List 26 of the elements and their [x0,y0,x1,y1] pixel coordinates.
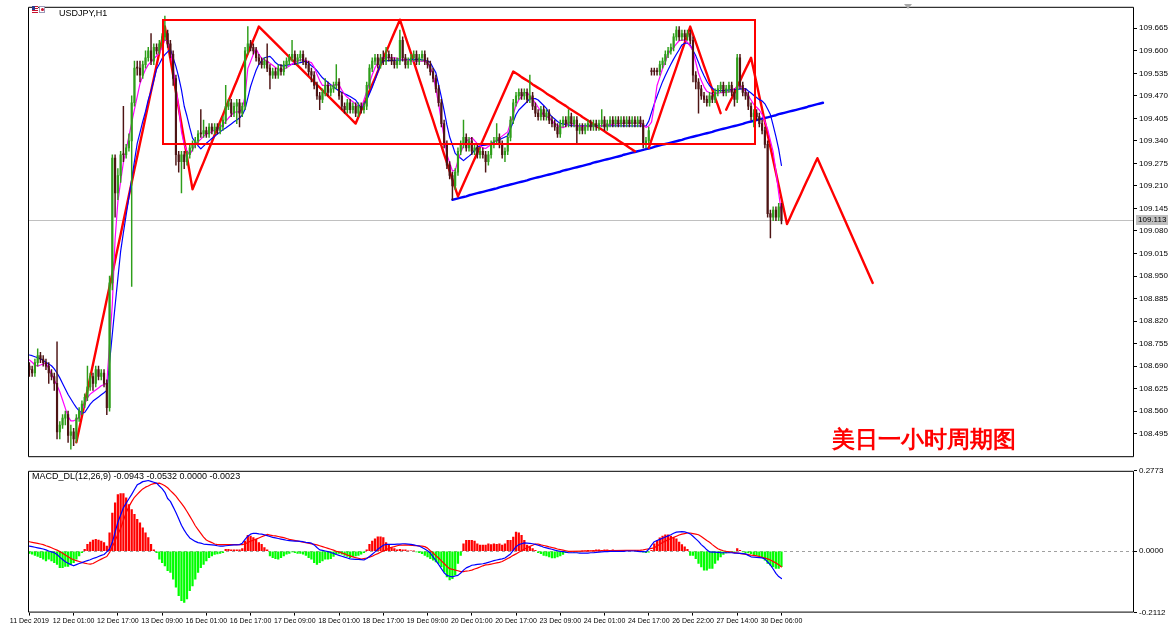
y-tick-label: 109.535 [1139,68,1169,78]
y-tick-label: 109.080 [1139,226,1169,236]
y-tick-label: 109.405 [1139,113,1169,123]
y-tick-label: 108.625 [1139,383,1169,393]
y-tick-label: 109.275 [1139,158,1169,168]
y-tick-label: 109.470 [1139,91,1169,101]
y-tick-label: 109.600 [1139,46,1169,55]
y-tick-label: 109.340 [1139,136,1169,146]
y-tick-label: 109.145 [1139,203,1169,213]
y-tick-label: 108.950 [1139,271,1169,281]
ref-line-label: 109.113 [1138,214,1167,224]
y-tick-label: -0.2112 [1139,607,1167,617]
y-tick-label: 0.0000 [1139,546,1165,556]
chart-title: USDJPY,H1 [59,8,108,19]
y-tick-label: 0.2773 [1139,466,1165,475]
chart-title: MACD_DL(12,26,9) -0.0943 -0.0532 0.0000 -0.0023 [32,471,241,482]
y-tick-label: 108.495 [1139,428,1169,438]
y-tick-label: 109.015 [1139,248,1169,258]
y-tick-label: 108.885 [1139,293,1169,303]
y-tick-label: 108.690 [1139,361,1169,371]
y-tick-label: 109.665 [1139,23,1169,33]
y-tick-label: 108.755 [1139,338,1169,348]
y-tick-label: 109.210 [1139,181,1169,191]
annotation: 美日一小时周期图 [831,426,1016,453]
y-tick-label: 108.560 [1139,406,1169,416]
y-tick-label: 108.820 [1139,316,1169,326]
